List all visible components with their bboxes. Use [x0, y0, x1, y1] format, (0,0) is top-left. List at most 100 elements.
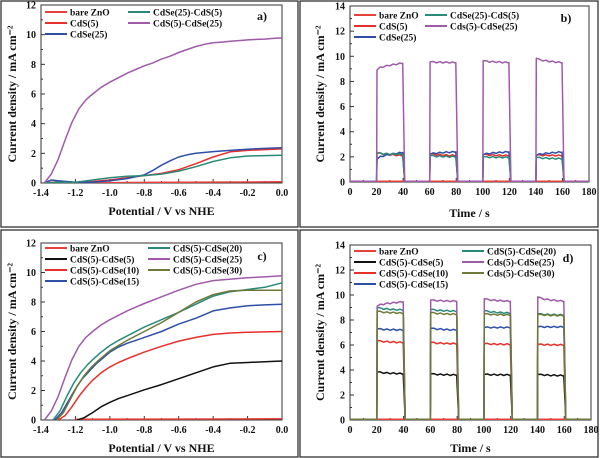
y-tick-label: 10 — [26, 268, 36, 279]
panel-label: b) — [561, 11, 572, 25]
x-tick-label: -1.2 — [68, 425, 84, 436]
x-tick-label: 0.0 — [276, 425, 289, 436]
y-tick-label: 0 — [31, 179, 36, 190]
x-tick-label: 100 — [476, 425, 491, 436]
x-tick-label: 140 — [528, 187, 543, 198]
legend-label: CdS(5)-CdSe(5) — [70, 255, 134, 266]
panel-b: 0 20 40 60 80 100 120 140 160 180 0 2 4 6 8 10 12 14 Time … — [299, 0, 599, 228]
x-tick-label: -1.4 — [33, 425, 49, 436]
series-group — [350, 296, 591, 420]
series-line-cds-5- — [44, 148, 282, 183]
series-group — [350, 57, 589, 182]
y-tick-label: 10 — [335, 52, 345, 63]
y-tick-label: 8 — [31, 60, 36, 71]
legend-label: CdS(5)-CdSe(20) — [487, 247, 556, 258]
x-tick-label: 100 — [475, 187, 490, 198]
x-axis-title: Potential / V vs NHE — [108, 441, 214, 455]
y-tick-label: 10 — [335, 291, 345, 302]
x-tick-label: 80 — [451, 187, 461, 198]
panel-d: 0 20 40 60 80 100 120 140 160 180 0 2 4 6 8 10 12 14 Time … — [299, 229, 599, 458]
x-tick-label: 40 — [398, 187, 408, 198]
x-tick-label: -0.2 — [240, 425, 256, 436]
y-axis-title: Current density / mA cm⁻² — [5, 263, 19, 400]
legend-label: bare ZnO — [379, 12, 419, 22]
x-tick-label: 80 — [452, 425, 462, 436]
y-tick-label: 6 — [31, 327, 36, 338]
legend-label: CdS(5)-CdSe(30) — [173, 266, 242, 277]
y-tick-label: 8 — [31, 298, 36, 309]
y-tick-label: 4 — [31, 357, 36, 368]
legend-label: CdSe(25)-CdS(5) — [153, 8, 222, 19]
panel-a: -1.4 -1.2 -1.0 -0.8 -0.6 -0.4 -0.2 0.0 0 2 4 6 8 10 12… — [0, 0, 299, 228]
legend-label: CdS(5)-CdSe(15) — [379, 280, 448, 291]
y-tick-label: 8 — [340, 77, 345, 88]
y-axis-title: Current density / mA cm⁻² — [313, 264, 327, 401]
legend: bare ZnOCdS(5)-CdSe(5)CdS(5)-CdSe(10)CdS… — [354, 247, 556, 291]
legend-label: CdS(5) — [379, 22, 408, 33]
x-tick-label: 0 — [348, 425, 353, 436]
x-tick-label: -1.0 — [102, 188, 118, 199]
panel-border — [0, 229, 299, 458]
legend-label: bare ZnO — [70, 9, 110, 19]
y-tick-label: 6 — [31, 90, 36, 101]
legend-label: bare ZnO — [379, 248, 419, 258]
series-line-cds-5-cdse-25- — [43, 37, 282, 183]
series-line-cds-5-cdse-20- — [52, 282, 282, 420]
x-tick-label: 160 — [557, 425, 572, 436]
series-line-bare-zno — [75, 418, 282, 420]
y-tick-label: 14 — [335, 2, 345, 13]
legend-label: CdS(5)-CdSe(5) — [379, 258, 443, 269]
x-tick-label: -0.6 — [171, 188, 187, 199]
x-tick-label: -1.2 — [68, 188, 84, 199]
x-axis-title: Potential / V vs NHE — [108, 204, 214, 218]
x-tick-label: 60 — [425, 425, 435, 436]
y-tick-label: 2 — [340, 152, 345, 163]
series-line-cds-5-cdse-10- — [350, 339, 591, 420]
legend-label: CdS(5) — [70, 19, 99, 30]
panel-label: c) — [257, 249, 266, 263]
series-group — [43, 37, 282, 183]
x-tick-label: 160 — [555, 187, 570, 198]
panel-border — [0, 0, 299, 228]
y-tick-label: 10 — [26, 30, 36, 41]
y-tick-label: 12 — [26, 239, 36, 250]
legend-label: Cds(5)-CdSe(30) — [487, 269, 555, 280]
x-tick-label: -0.8 — [136, 425, 152, 436]
y-tick-label: 6 — [340, 102, 345, 113]
y-tick-label: 2 — [31, 149, 36, 160]
legend-label: bare ZnO — [70, 245, 110, 255]
x-tick-label: 60 — [425, 187, 435, 198]
legend-label: Cds(5)-CdSe(25) — [450, 22, 518, 33]
series-line-cdse-25-cds-5- — [44, 154, 282, 183]
y-axis-title: Current density / mA cm⁻² — [313, 25, 327, 162]
legend-label: CdSe(25)-CdS(5) — [450, 11, 519, 22]
x-tick-label: -1.4 — [33, 188, 49, 199]
x-tick-label: 40 — [399, 425, 409, 436]
x-tick-label: 180 — [584, 425, 599, 436]
x-tick-label: 0.0 — [276, 188, 289, 199]
legend-label: CdS(5)-CdSe(15) — [70, 277, 139, 288]
legend-label: CdS(5)-CdSe(10) — [70, 266, 139, 277]
legend-label: CdS(5)-CdSe(25) — [153, 19, 222, 30]
series-line-cds-5-cdse-5- — [76, 360, 282, 420]
legend-label: CdSe(25) — [70, 30, 107, 41]
panel-label: d) — [563, 251, 574, 265]
y-tick-label: 6 — [340, 341, 345, 352]
y-tick-label: 14 — [335, 241, 345, 252]
x-tick-label: 0 — [348, 187, 353, 198]
x-tick-label: 180 — [582, 187, 597, 198]
x-tick-label: -0.4 — [205, 425, 221, 436]
y-tick-label: 12 — [26, 1, 36, 12]
x-tick-label: 20 — [372, 425, 382, 436]
x-tick-label: -0.8 — [136, 188, 152, 199]
y-tick-label: 2 — [31, 386, 36, 397]
x-axis-title: Time / s — [450, 441, 491, 455]
x-tick-label: 140 — [530, 425, 545, 436]
panel-label: a) — [257, 9, 267, 23]
x-tick-label: 120 — [502, 187, 517, 198]
series-line-cds-5-cdse-10- — [57, 330, 282, 420]
series-line-cds-5-cdse-25- — [43, 274, 282, 420]
y-axis-title: Current density / mA cm⁻² — [5, 25, 19, 162]
